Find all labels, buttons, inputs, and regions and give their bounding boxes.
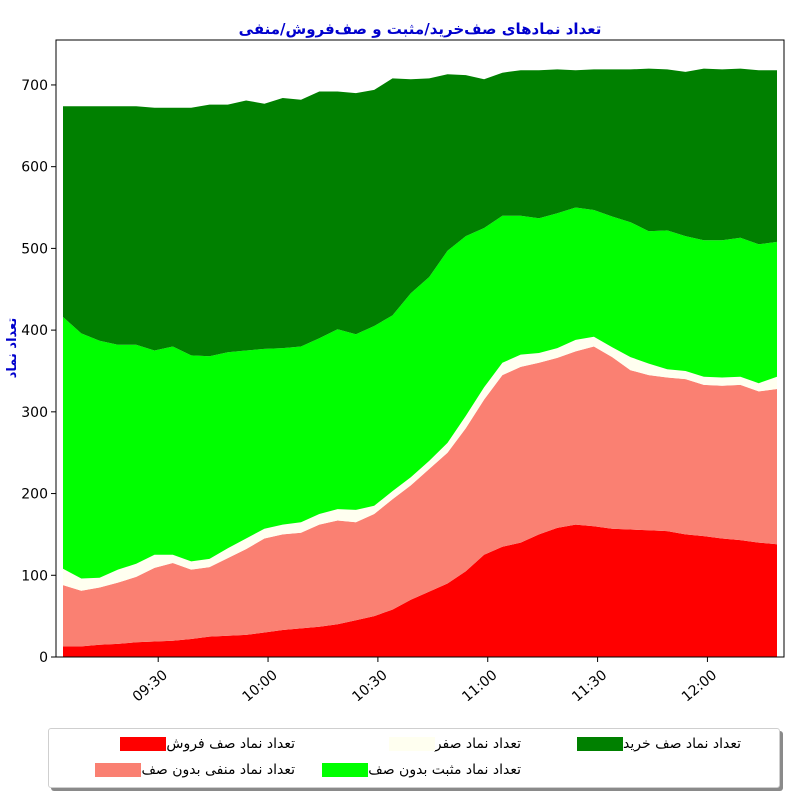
y-tick-label: 500 — [21, 241, 48, 257]
area-series-1 — [63, 524, 777, 657]
x-tick-label: 11:00 — [459, 667, 500, 705]
x-tick-label: 11:30 — [569, 667, 610, 705]
legend-swatch — [322, 763, 369, 777]
x-axis: 09:30 10:00 10:30 11:00 11:30 12:00 — [130, 657, 720, 705]
y-tick-label: 200 — [21, 487, 48, 503]
y-tick-label: 400 — [21, 323, 48, 339]
legend-swatch — [388, 737, 435, 751]
legend-item: تعداد نماد مثبت بدون صف — [312, 759, 521, 781]
legend-label: تعداد نماد منفی بدون صف — [141, 762, 295, 778]
x-tick-label: 09:30 — [130, 667, 171, 705]
area-layers — [63, 68, 777, 657]
area-series-3 — [63, 336, 777, 591]
legend-swatch — [577, 737, 624, 751]
y-tick-label: 0 — [39, 650, 48, 666]
y-tick-label: 700 — [21, 78, 48, 94]
x-tick-label: 10:00 — [240, 667, 281, 705]
y-axis: 0 100 200 300 400 500 600 700 — [21, 78, 56, 666]
legend-item: تعداد نماد صف خرید — [567, 733, 741, 755]
legend-label: تعداد نماد صف خرید — [623, 736, 741, 752]
y-tick-label: 100 — [21, 568, 48, 584]
y-tick-label: 600 — [21, 160, 48, 176]
legend-label: تعداد نماد صفر — [434, 736, 521, 752]
area-series-5 — [63, 68, 777, 357]
legend-item: تعداد نماد منفی بدون صف — [85, 759, 295, 781]
x-tick-label: 10:30 — [349, 667, 390, 705]
legend-item: تعداد نماد صفر — [379, 733, 521, 755]
area-series-2 — [63, 346, 777, 647]
chart-title: تعداد نمادهای صف‌خرید/مثبت و صف‌فروش/منف… — [239, 20, 602, 38]
area-series-4 — [63, 207, 777, 579]
legend-item: تعداد نماد صف فروش — [110, 733, 295, 755]
legend-swatch — [120, 737, 167, 751]
y-axis-label: تعداد نماد — [5, 318, 20, 379]
y-tick-label: 300 — [21, 405, 48, 421]
legend-label: تعداد نماد مثبت بدون صف — [368, 762, 521, 778]
plot-frame — [55, 39, 785, 658]
x-tick-label: 12:00 — [679, 667, 720, 705]
legend: تعداد نماد صف فروش تعداد نماد منفی بدون ص… — [48, 728, 780, 788]
legend-swatch — [95, 763, 142, 777]
legend-label: تعداد نماد صف فروش — [166, 736, 295, 752]
